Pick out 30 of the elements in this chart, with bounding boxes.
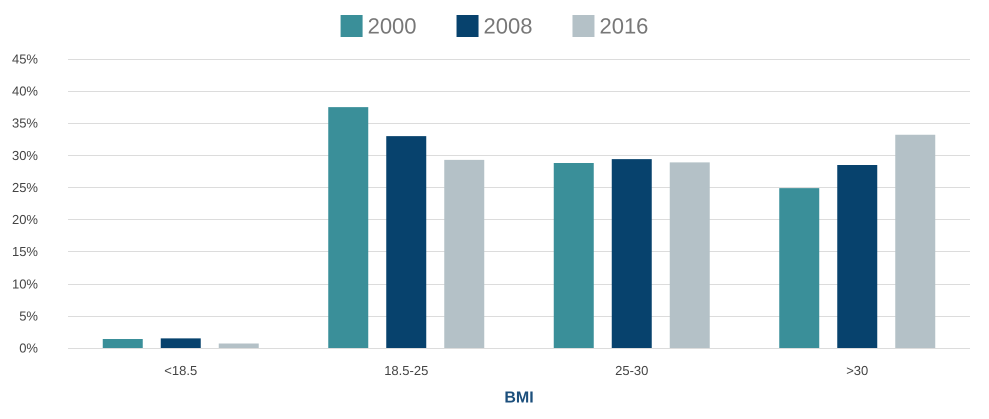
y-tick-label: 40% <box>12 84 38 99</box>
x-axis-title: BMI <box>504 390 534 406</box>
bar <box>328 107 368 348</box>
bar <box>218 344 259 348</box>
legend-label: 2000 <box>368 14 417 38</box>
y-tick-label: 35% <box>12 116 38 131</box>
x-tick-label: >30 <box>846 363 868 378</box>
x-tick-label: 18.5-25 <box>384 363 428 378</box>
bar <box>386 136 426 348</box>
y-tick-label: 15% <box>12 244 38 260</box>
bar <box>160 338 201 348</box>
y-tick-label: 25% <box>12 180 38 195</box>
y-tick-label: 30% <box>12 148 38 163</box>
y-tick-label: 20% <box>12 212 38 228</box>
bar <box>554 163 594 348</box>
bar <box>779 188 820 348</box>
legend-label: 2016 <box>599 14 648 38</box>
x-tick-label: 25-30 <box>615 363 648 378</box>
bar <box>837 164 878 348</box>
bar <box>444 160 484 348</box>
bar <box>612 159 652 348</box>
bar <box>895 134 936 348</box>
y-tick-label: 5% <box>19 308 38 324</box>
x-tick-label: <18.5 <box>164 363 198 378</box>
y-tick-label: 10% <box>12 276 38 292</box>
bar <box>102 339 143 348</box>
bar <box>670 162 710 348</box>
legend-label: 2008 <box>484 14 532 38</box>
y-tick-label: 0% <box>19 340 38 356</box>
y-tick-label: 45% <box>12 52 38 66</box>
